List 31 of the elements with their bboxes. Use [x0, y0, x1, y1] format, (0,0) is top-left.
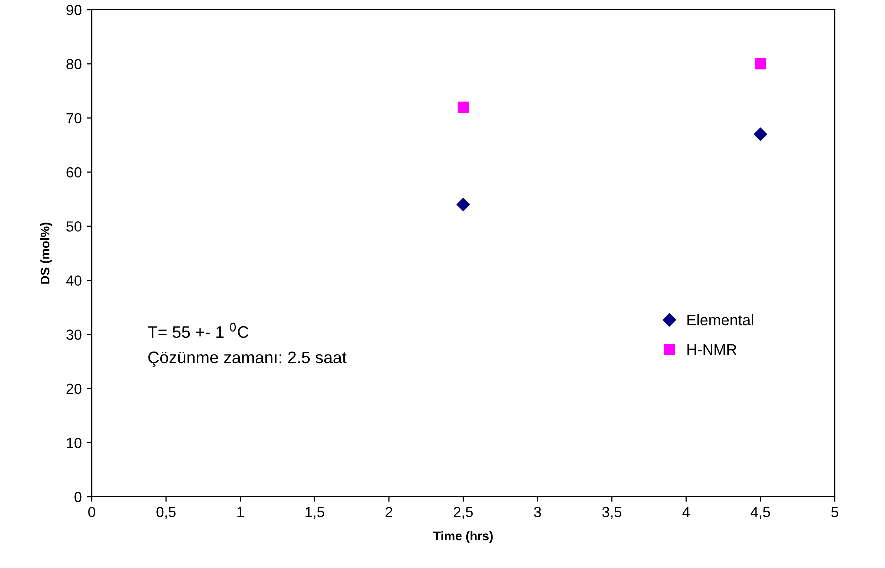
y-tick-label: 20 — [66, 384, 82, 394]
y-tick-label: 80 — [66, 59, 82, 70]
x-tick-label: 3,5 — [602, 507, 622, 520]
x-tick-label: 2,5 — [454, 507, 474, 520]
legend-label: Elemental — [688, 314, 754, 326]
point — [754, 128, 768, 142]
legend-label: H-NMR — [688, 344, 737, 355]
x-tick-label: 0,5 — [156, 507, 176, 520]
x-tick-label: 3 — [534, 507, 542, 518]
y-tick-label: 0 — [74, 492, 82, 502]
annotation: T= 55 +- 1 $^{0}$C — [148, 323, 249, 338]
y-axis-title: DS (mol%) — [40, 222, 52, 284]
y-tick-label: 60 — [66, 167, 82, 178]
y-tick-label: 10 — [67, 438, 82, 448]
x-tick-label: 4 — [682, 507, 690, 518]
x-tick-label: 5 — [832, 507, 838, 518]
y-tick-label: 50 — [66, 222, 82, 232]
y-tick-label: 40 — [66, 276, 82, 286]
point — [458, 102, 470, 113]
x-tick-label: 1,5 — [306, 507, 324, 520]
point — [456, 198, 470, 212]
y-tick-label: 30 — [66, 330, 82, 340]
point — [755, 58, 766, 70]
x-tick-label: 1 — [238, 507, 244, 518]
annotation: Çözünme zamanı: 2.5 saat — [148, 352, 347, 367]
x-axis-title: Time (hrs) — [434, 531, 493, 544]
x-tick-label: 4,5 — [750, 507, 770, 520]
x-tick-label: 2 — [386, 507, 393, 518]
y-tick-label: 70 — [66, 113, 82, 124]
y-tick-label: 90 — [66, 5, 82, 16]
x-tick-label: 0 — [88, 507, 96, 518]
